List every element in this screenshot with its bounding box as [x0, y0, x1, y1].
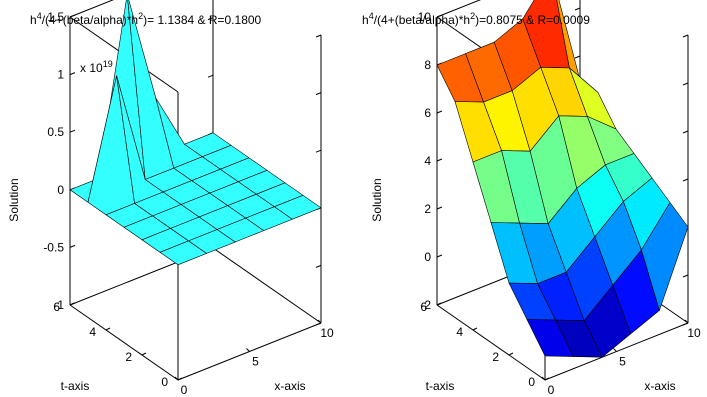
x-tick-mark — [684, 319, 689, 324]
z-tick-mark — [315, 34, 322, 38]
t-tick-mark — [436, 302, 442, 306]
z-tick-label: 6 — [424, 106, 431, 120]
t-axis-line — [69, 304, 179, 381]
z-exponent-label: x 1019 — [80, 59, 113, 75]
t-tick-label: 0 — [528, 375, 535, 389]
chart-title: h4/(4+(beta/alpha)*h2)=0.8075 & R=0.0009 — [362, 11, 590, 27]
z-tick-mark — [69, 129, 76, 133]
z-tick-mark — [436, 14, 443, 18]
surface — [69, 0, 322, 266]
x-tick-mark — [246, 348, 250, 352]
z-tick-mark — [69, 244, 76, 248]
top-back-edge — [436, 0, 481, 18]
chart-panel-2: -2 0 2 4 6 8 10 0 5 10 0 2 4 6 h4/(4+(beta/alpha)*h2)=… — [362, 0, 701, 397]
x-tick-label: 5 — [252, 355, 259, 369]
z-axis-label: Solution — [370, 178, 384, 221]
z-tick-label: -1 — [53, 298, 64, 312]
x-ticks: 0 5 10 — [541, 319, 701, 397]
surface-patch — [273, 194, 322, 220]
x-tick-label: 0 — [181, 383, 188, 397]
z-tick-mark — [207, 17, 214, 21]
t-tick-label: 4 — [456, 325, 463, 339]
t-axis-label: t-axis — [426, 379, 455, 393]
t-tick-label: 2 — [492, 350, 499, 364]
z-tick-label: 0 — [57, 183, 64, 197]
z-tick-mark — [436, 254, 443, 258]
t-tick-label: 4 — [89, 325, 96, 339]
z-tick-mark — [682, 82, 689, 86]
z-tick-mark — [574, 55, 581, 59]
z-tick-mark — [315, 264, 322, 268]
z-tick-label: 10 — [418, 10, 432, 24]
z-tick-mark — [69, 72, 76, 76]
x-axis-label: x-axis — [274, 379, 305, 393]
z-tick-label: 0.5 — [47, 125, 64, 139]
z-tick-label: 4 — [424, 154, 431, 168]
t-ticks: 0 2 4 6 — [53, 300, 183, 389]
t-tick-mark — [177, 377, 183, 381]
z-ticks: -2 0 2 4 6 8 10 — [418, 7, 689, 326]
x-tick-label: 5 — [619, 355, 626, 369]
z-tick-label: 0 — [424, 250, 431, 264]
x-tick-mark — [541, 376, 546, 381]
t-tick-mark — [69, 302, 75, 306]
t-tick-mark — [141, 352, 147, 356]
floor-right-edge — [212, 247, 322, 324]
chart-panel-1: -1 -0.5 0 0.5 1 1.5 0 5 10 0 2 4 6 h4/(4+(beta/alpha)… — [7, 0, 334, 397]
z-tick-label: -2 — [420, 298, 431, 312]
t-tick-mark — [105, 327, 111, 331]
z-tick-mark — [315, 322, 322, 326]
z-tick-mark — [682, 34, 689, 38]
z-tick-mark — [682, 178, 689, 182]
x-axis-label: x-axis — [644, 379, 675, 393]
x-ticks: 0 5 10 — [174, 319, 334, 397]
z-tick-label: 1 — [57, 68, 64, 82]
x-tick-label: 0 — [548, 383, 555, 397]
z-tick-mark — [315, 92, 322, 96]
chart-title: h4/(4+(beta/alpha)*h2)= 1.1384 & R=0.180… — [30, 11, 262, 27]
z-tick-mark — [436, 110, 443, 114]
t-axis-line — [436, 304, 546, 381]
z-axis-label: Solution — [7, 178, 21, 221]
x-tick-mark — [613, 348, 617, 352]
t-tick-label: 6 — [420, 300, 427, 314]
t-tick-label: 2 — [125, 350, 132, 364]
x-tick-label: 10 — [320, 326, 334, 340]
z-tick-label: 8 — [424, 58, 431, 72]
t-axis-label: t-axis — [61, 379, 90, 393]
t-tick-label: 6 — [53, 300, 60, 314]
z-tick-mark — [436, 158, 443, 162]
z-tick-mark — [207, 74, 214, 78]
z-tick-label: 2 — [424, 202, 431, 216]
z-tick-mark — [682, 322, 689, 326]
z-tick-mark — [574, 7, 581, 11]
z-tick-mark — [69, 14, 76, 18]
t-ticks: 0 2 4 6 — [420, 300, 550, 389]
z-tick-label: 1.5 — [47, 10, 64, 24]
top-back-edge — [69, 0, 114, 18]
z-tick-mark — [682, 274, 689, 278]
z-tick-mark — [436, 206, 443, 210]
t-tick-mark — [544, 377, 550, 381]
surface — [436, 0, 689, 358]
z-tick-mark — [315, 149, 322, 153]
t-tick-mark — [472, 327, 478, 331]
surface-patch — [641, 201, 689, 312]
x-tick-mark — [317, 319, 322, 324]
z-tick-label: -0.5 — [43, 240, 64, 254]
z-tick-mark — [682, 130, 689, 134]
x-tick-mark — [174, 376, 179, 381]
x-tick-label: 10 — [687, 326, 701, 340]
t-tick-label: 0 — [161, 375, 168, 389]
t-tick-mark — [508, 352, 514, 356]
